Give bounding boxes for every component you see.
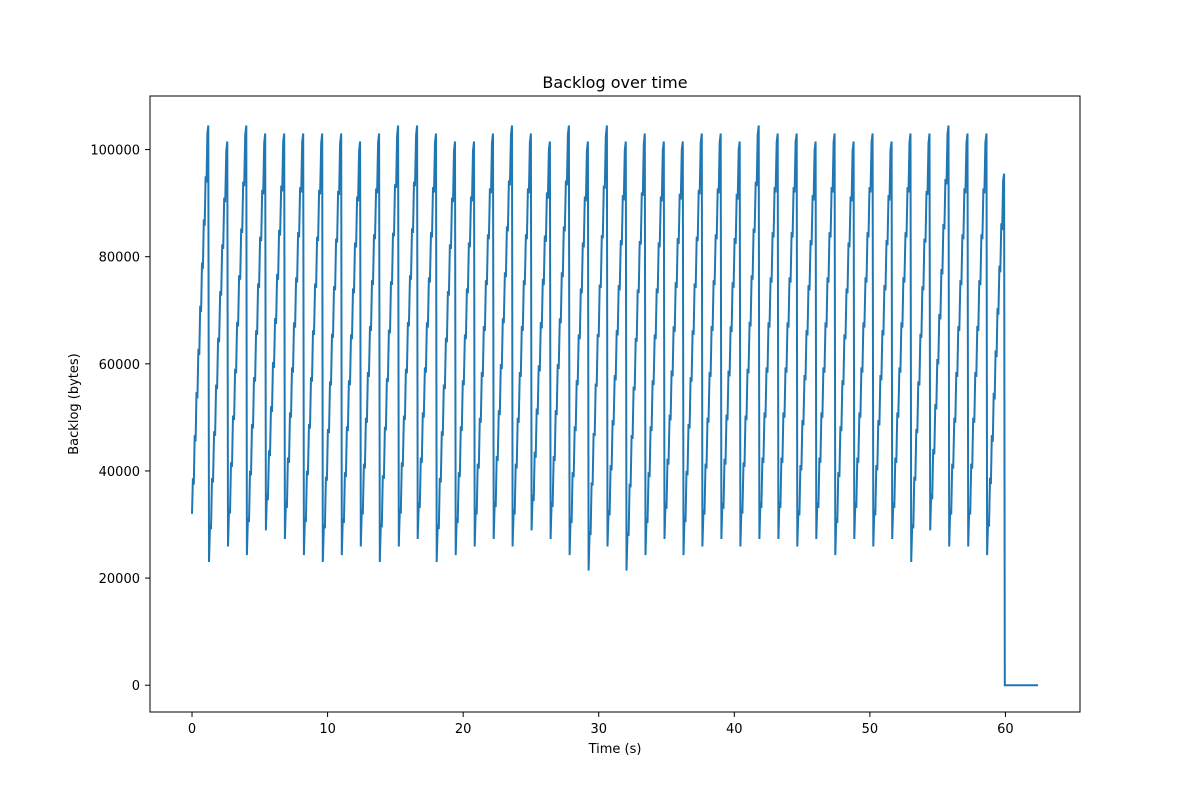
x-tick-label: 60 — [997, 722, 1014, 737]
y-axis: 0 20000 40000 60000 80000 100000 — [90, 144, 150, 694]
plot-frame — [149, 95, 1081, 713]
y-tick-label: 0 — [132, 679, 140, 694]
x-tick-label: 30 — [590, 722, 607, 737]
y-tick-label: 60000 — [99, 358, 140, 373]
y-tick-label: 20000 — [99, 572, 140, 587]
series-line — [191, 125, 1038, 687]
x-tick-label: 10 — [319, 722, 336, 737]
chart-title: Backlog over time — [542, 73, 687, 92]
x-tick-label: 20 — [455, 722, 472, 737]
y-tick-label: 80000 — [99, 251, 140, 266]
x-axis: 0 10 20 30 40 50 60 — [188, 712, 1014, 737]
x-tick-label: 0 — [188, 722, 196, 737]
plot-area — [191, 125, 1038, 687]
y-tick-label: 40000 — [99, 465, 140, 480]
y-tick-label: 100000 — [90, 144, 140, 159]
y-axis-label: Backlog (bytes) — [67, 353, 82, 454]
x-tick-label: 40 — [726, 722, 743, 737]
x-tick-label: 50 — [862, 722, 879, 737]
x-axis-label: Time (s) — [588, 742, 642, 757]
